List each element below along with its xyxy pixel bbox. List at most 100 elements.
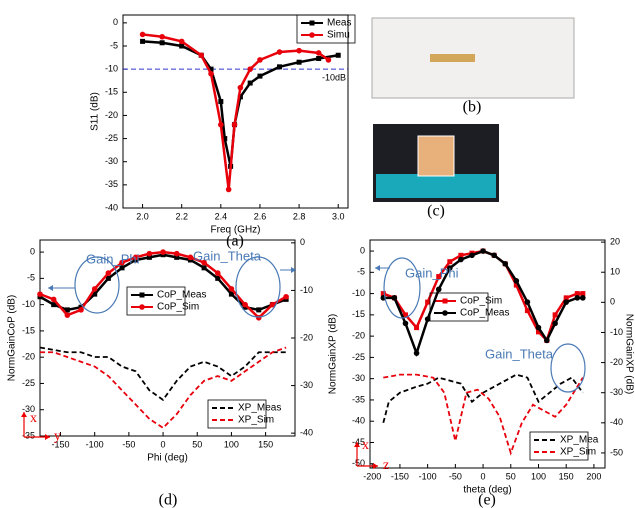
y-tick-label: -15: [22, 325, 35, 335]
x-tick-label: 150: [258, 439, 273, 449]
marker: [119, 265, 125, 271]
legend-label: CoP_Sim: [460, 296, 502, 307]
x-tick-label: 2.8: [293, 211, 306, 221]
marker: [563, 299, 570, 305]
legend-label: CoP_Meas: [157, 290, 206, 301]
marker: [208, 66, 214, 72]
x-tick-label: -100: [86, 439, 104, 449]
marker: [215, 275, 221, 281]
x-tick-label: 100: [224, 439, 239, 449]
y-tick-label: -10: [352, 288, 365, 298]
marker: [552, 320, 558, 327]
y2-axis-label: NormGainXP (dB): [623, 314, 634, 394]
marker: [237, 84, 244, 91]
marker: [50, 296, 57, 303]
y-tick-label: -35: [352, 394, 365, 404]
legend-marker: [139, 292, 145, 298]
marker: [574, 291, 580, 297]
highlight-ellipse: [74, 256, 120, 314]
y2-tick-label: -30: [610, 387, 623, 397]
marker: [119, 259, 125, 266]
y2-tick-label: -20: [300, 332, 313, 342]
marker: [218, 121, 224, 128]
y-tick-label: -35: [22, 430, 35, 440]
x-axis-label: Freq (GHz): [211, 225, 261, 236]
marker: [201, 259, 207, 266]
marker: [146, 254, 152, 260]
marker: [413, 350, 420, 356]
marker: [187, 254, 194, 261]
x-tick-label: 2.6: [254, 211, 267, 221]
marker: [296, 59, 302, 65]
block: [376, 174, 496, 198]
y2-tick-label: -10: [610, 327, 623, 337]
legend-label: XP_Mea: [560, 435, 599, 446]
marker: [580, 291, 586, 297]
marker: [469, 252, 475, 259]
y-tick-label: -40: [105, 202, 118, 212]
marker: [513, 278, 520, 284]
annotation: Gain_Theta: [193, 248, 262, 263]
marker: [160, 249, 166, 255]
arrow-head: [375, 265, 380, 271]
series-line: [39, 346, 287, 402]
y-tick-label: -15: [352, 309, 365, 319]
series-line: [382, 373, 584, 424]
marker: [535, 324, 542, 331]
marker: [544, 337, 550, 344]
marker: [256, 307, 262, 313]
photo-b: [371, 17, 575, 99]
x-tick-label: 2.0: [136, 211, 149, 221]
marker: [237, 94, 243, 100]
marker: [179, 43, 185, 49]
y2-tick-label: -40: [300, 428, 313, 438]
marker: [247, 80, 253, 86]
x-tick-label: -100: [419, 471, 437, 481]
marker: [574, 295, 581, 301]
marker: [552, 312, 558, 318]
annotation: Gain_Theta: [485, 346, 554, 361]
marker: [580, 295, 586, 301]
marker: [214, 270, 221, 276]
legend-label: XP_Meas: [238, 403, 281, 414]
y-tick-label: -5: [110, 40, 118, 50]
x-tick-label: -200: [363, 471, 381, 481]
y-tick-label: -45: [352, 437, 365, 447]
caption: (a): [226, 233, 244, 250]
series-line: [40, 346, 287, 430]
y-tick-label: -35: [105, 179, 118, 189]
marker: [480, 248, 486, 254]
annotation: x: [30, 411, 37, 426]
legend-label: CoP_Sim: [157, 302, 199, 313]
x-tick-label: -150: [391, 471, 409, 481]
marker: [255, 314, 262, 321]
marker: [436, 274, 442, 280]
marker: [159, 40, 165, 46]
y-tick-label: 0: [113, 17, 118, 27]
marker: [513, 282, 519, 288]
x-tick-label: 100: [531, 471, 546, 481]
y2-tick-label: -50: [610, 447, 623, 457]
y-tick-label: -15: [105, 87, 118, 97]
marker: [140, 38, 146, 44]
marker: [105, 275, 111, 281]
legend-marker: [139, 304, 145, 310]
x-tick-label: 50: [192, 439, 202, 449]
x-tick-label: 2.4: [215, 211, 228, 221]
x-tick-label: 150: [559, 471, 574, 481]
y-tick-label: -30: [22, 404, 35, 414]
marker: [159, 33, 165, 40]
legend-marker: [442, 298, 448, 304]
marker: [524, 308, 530, 314]
series-line: [142, 33, 330, 190]
y-tick-label: -40: [352, 416, 365, 426]
arrow-head: [21, 412, 50, 440]
legend-box: [207, 399, 267, 429]
x-axis-label: theta (deg): [463, 485, 511, 496]
series-line: [142, 40, 339, 167]
marker: [424, 316, 431, 322]
marker: [225, 186, 232, 193]
x-tick-label: 2.2: [175, 211, 188, 221]
marker: [242, 301, 248, 308]
arrow-head: [291, 267, 296, 273]
